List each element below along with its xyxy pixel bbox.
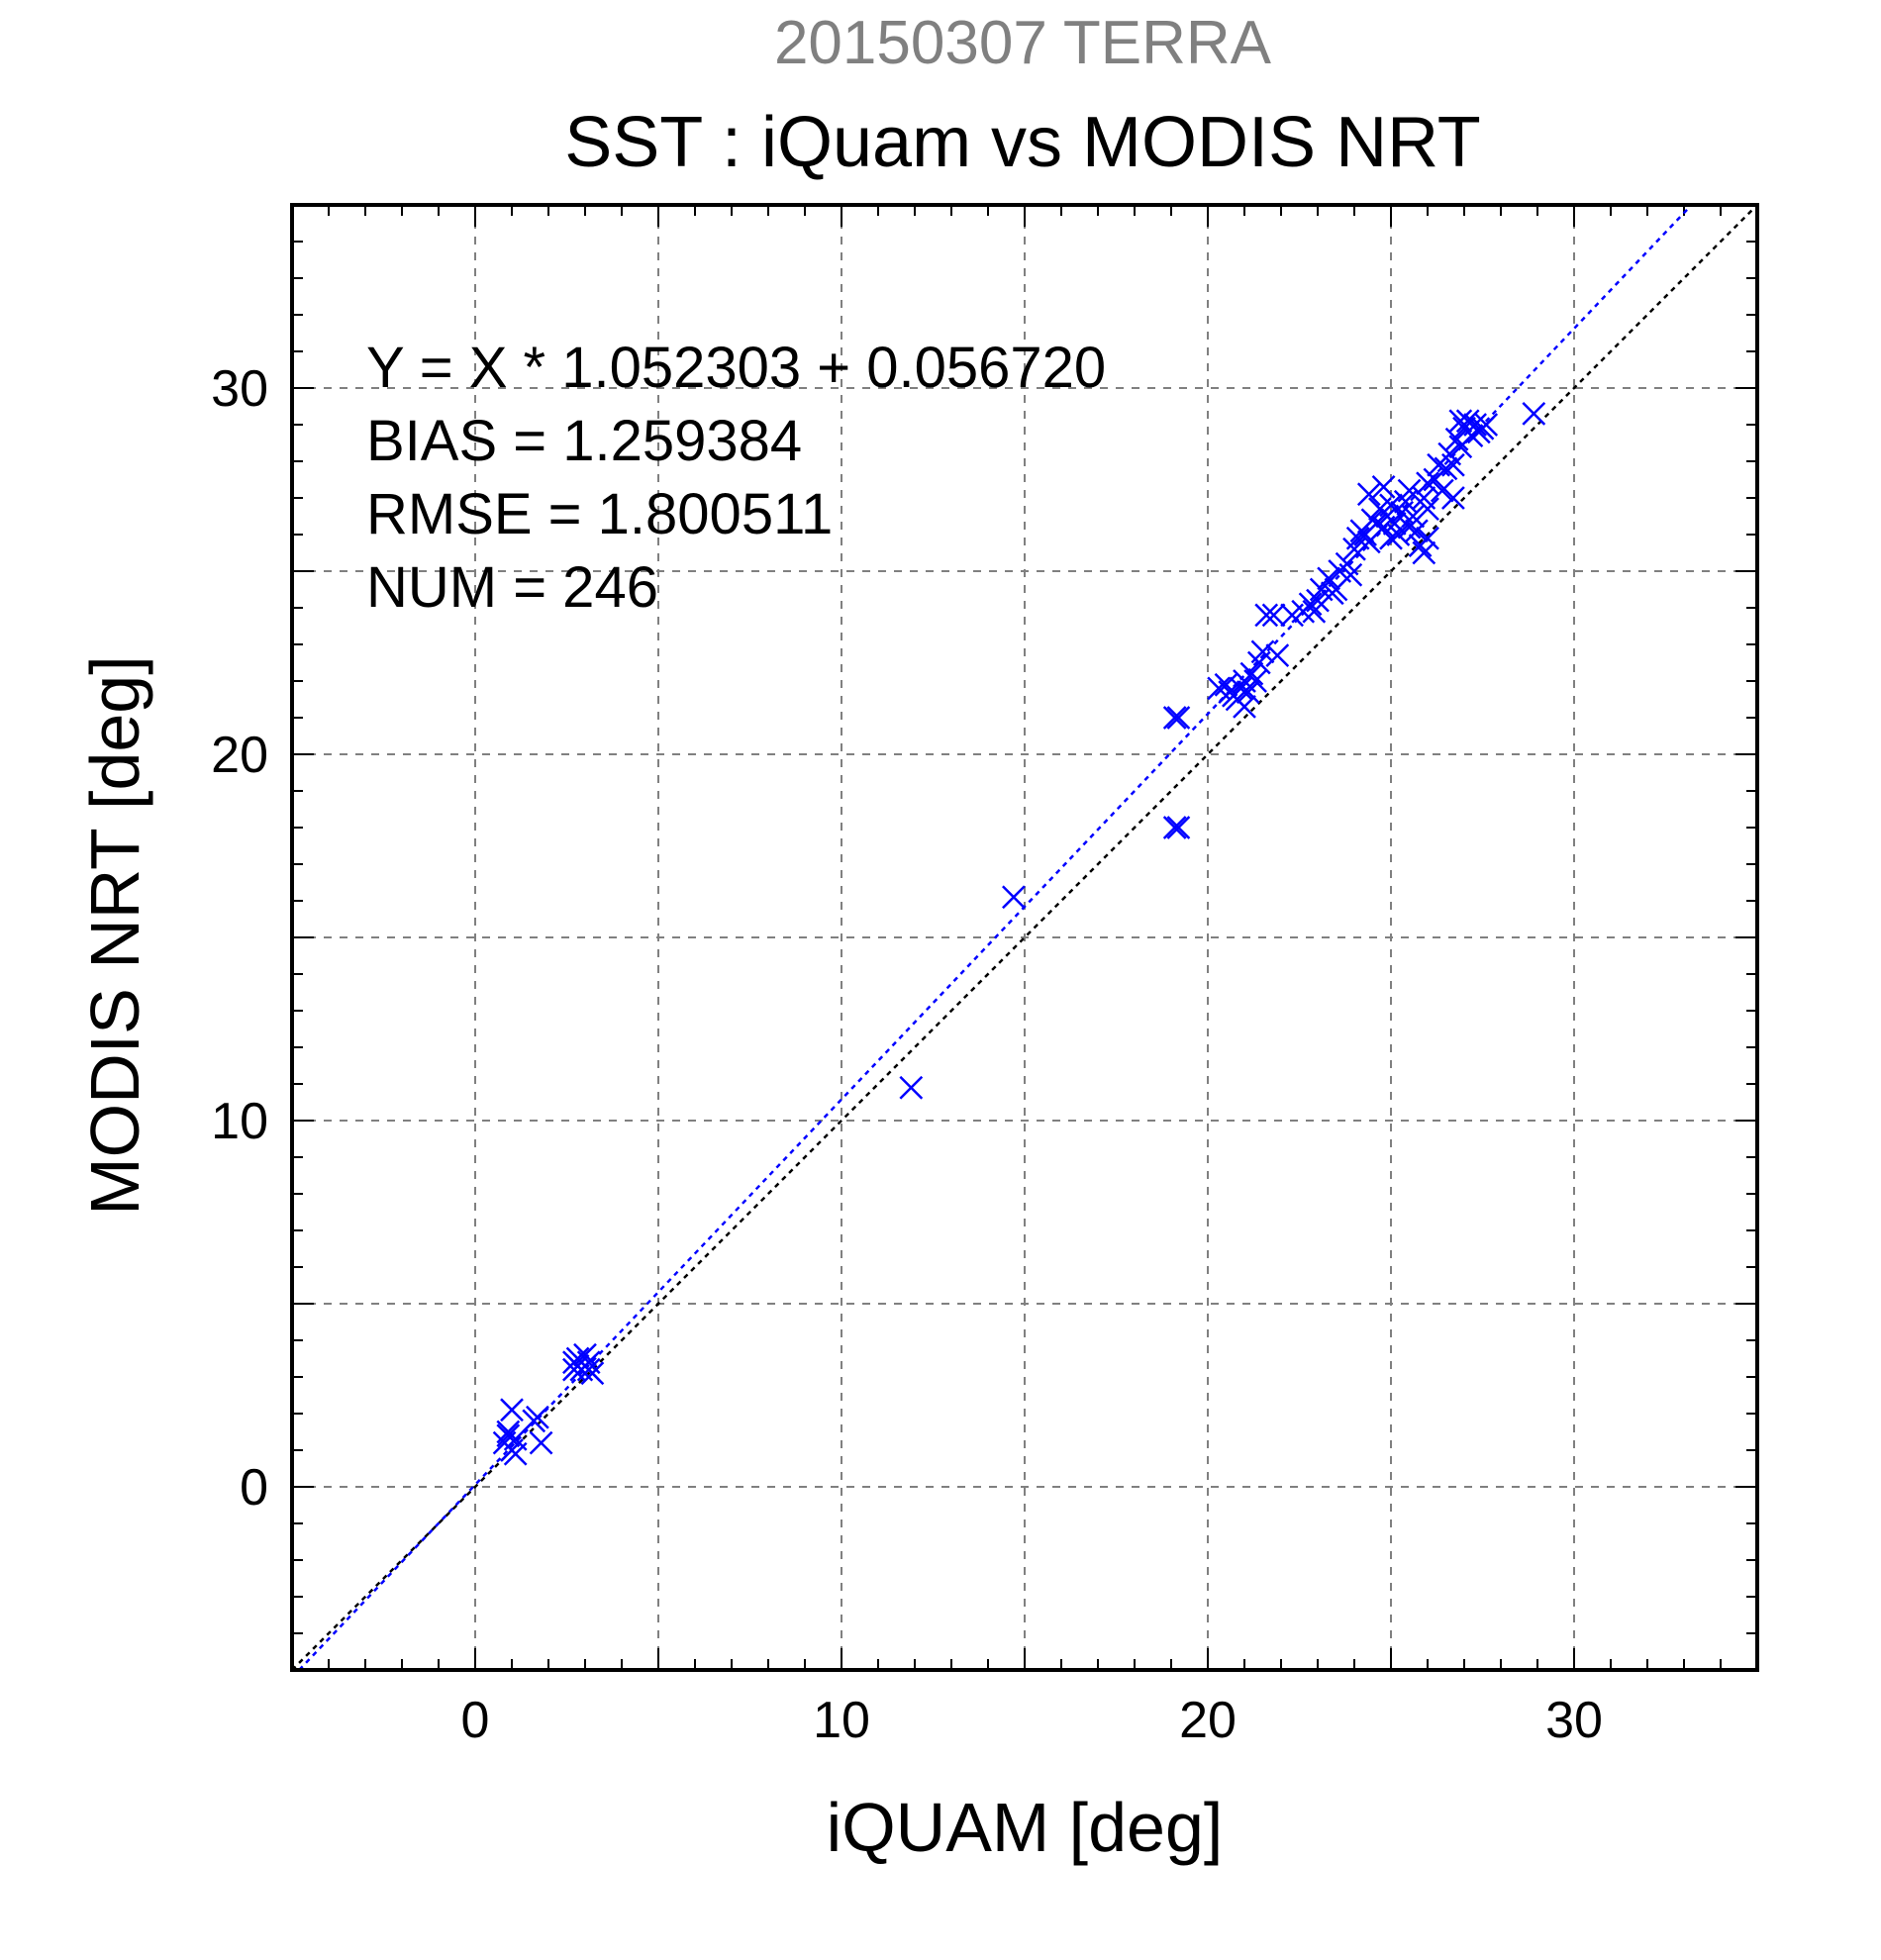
data-point [899, 1075, 924, 1100]
data-point [1356, 482, 1381, 507]
data-point [1317, 566, 1340, 591]
data-point [496, 1423, 521, 1448]
data-point [1412, 486, 1436, 510]
grid-lines [292, 205, 1757, 1670]
data-point [1166, 816, 1191, 839]
data-point [1166, 706, 1191, 730]
plot-frame [290, 203, 1759, 1672]
data-point [1338, 562, 1363, 587]
data-point [1162, 706, 1187, 730]
data-point [1214, 672, 1238, 697]
x-tick-label: 20 [1179, 1692, 1237, 1749]
x-tick-labels: 0 10 20 30 [461, 1692, 1603, 1749]
stat-fit-equation: Y = X * 1.052303 + 0.056720 [366, 336, 1106, 400]
data-point [1250, 639, 1275, 664]
data-point [1298, 592, 1323, 617]
data-point [1405, 519, 1429, 543]
y-tick-label: 20 [211, 727, 268, 784]
x-tick-label: 10 [813, 1692, 870, 1749]
x-tick-label: 0 [461, 1692, 490, 1749]
data-point [1397, 478, 1422, 503]
data-point [522, 1409, 546, 1433]
data-point [500, 1398, 524, 1422]
stat-bias: BIAS = 1.259384 [366, 409, 802, 473]
data-point [1236, 680, 1260, 704]
data-point [1254, 603, 1279, 628]
data-point [1386, 523, 1411, 546]
data-point [573, 1342, 597, 1367]
x-axis-label: iQUAM [deg] [827, 1789, 1224, 1866]
chart-supertitle: 20150307 TERRA [774, 9, 1272, 77]
identity-line [291, 204, 1758, 1671]
y-tick-labels: 0 10 20 30 [211, 360, 268, 1517]
data-point [1243, 669, 1267, 693]
y-axis-label: MODIS NRT [deg] [76, 655, 153, 1215]
data-point [529, 1430, 553, 1455]
chart-title: SST : iQuam vs MODIS NRT [564, 103, 1481, 182]
data-point [1412, 540, 1436, 565]
data-point [1430, 478, 1454, 503]
data-point [1371, 475, 1396, 499]
data-point [1416, 471, 1439, 496]
data-point [1416, 526, 1439, 550]
stats-box: Y = X * 1.052303 + 0.056720 BIAS = 1.259… [366, 336, 1106, 620]
data-point [1401, 504, 1426, 529]
y-tick-label: 30 [211, 360, 268, 418]
data-point [1463, 413, 1487, 437]
stat-num: NUM = 246 [366, 555, 658, 620]
data-point [1379, 526, 1403, 550]
data-point [1162, 816, 1187, 839]
x-tick-label: 30 [1545, 1692, 1603, 1749]
data-point [1444, 427, 1469, 451]
data-point [1448, 409, 1473, 434]
data-point [576, 1357, 601, 1382]
data-point [1233, 695, 1256, 719]
data-point [1261, 603, 1286, 628]
data-point [1229, 676, 1253, 701]
stat-rmse: RMSE = 1.800511 [366, 482, 833, 546]
y-tick-label: 10 [211, 1093, 268, 1150]
data-point [1379, 493, 1403, 518]
data-point [1265, 643, 1290, 667]
data-point [1434, 456, 1458, 481]
y-tick-label: 0 [240, 1459, 268, 1517]
data-point [1441, 486, 1465, 510]
data-points [492, 402, 1546, 1466]
data-point [1474, 413, 1499, 437]
data-point [503, 1441, 528, 1466]
data-point [1522, 402, 1546, 426]
data-point [1441, 452, 1465, 477]
data-point [1002, 885, 1026, 910]
data-point [1239, 661, 1264, 686]
